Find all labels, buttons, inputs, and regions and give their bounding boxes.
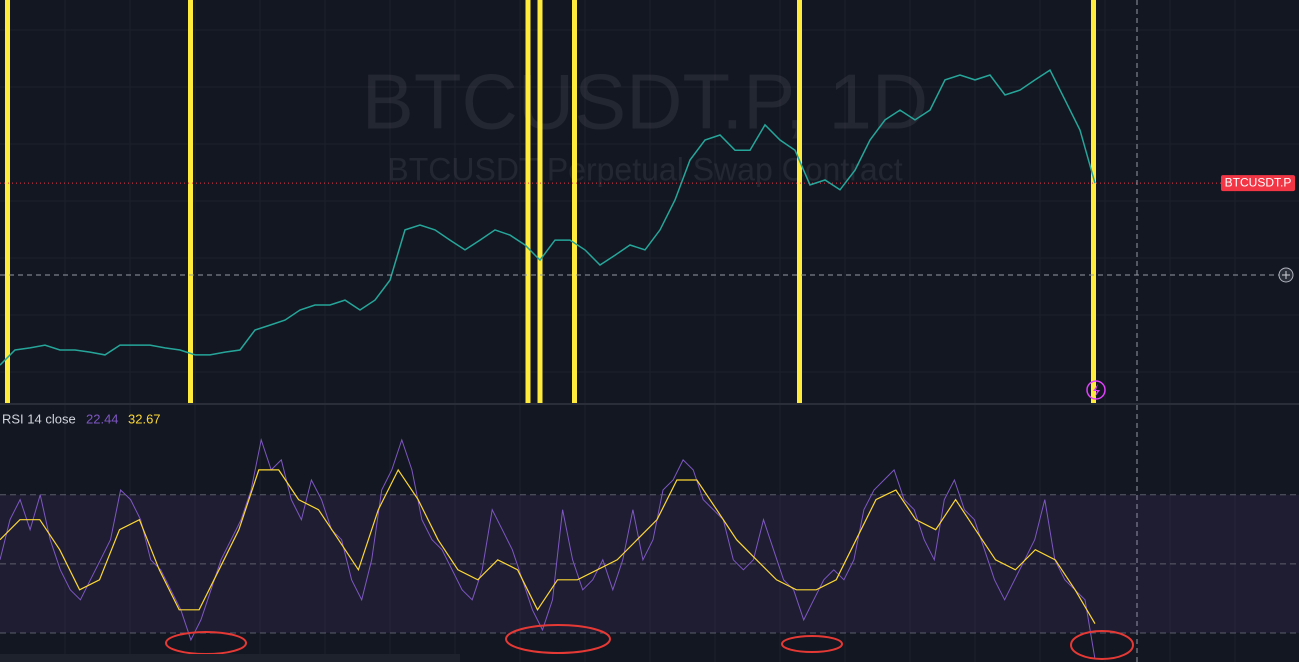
rsi-ma-value: 32.67 — [128, 411, 161, 426]
watermark-description: BTCUSDT Perpetual Swap Contract — [387, 151, 902, 187]
signal-band — [188, 0, 193, 403]
signal-band — [1091, 0, 1096, 403]
signal-band — [572, 0, 577, 403]
signal-band — [5, 0, 10, 403]
rsi-legend: RSI 14 close — [2, 411, 76, 426]
rsi-ma-line — [0, 468, 1096, 625]
alert-icon[interactable] — [1086, 380, 1106, 400]
annotation-circle — [781, 635, 843, 653]
rsi-value: 22.44 — [86, 411, 119, 426]
price-pane: BTCUSDT.P — [0, 0, 1295, 403]
signal-band — [797, 0, 802, 403]
price-label-box — [1221, 175, 1295, 192]
annotation-circle — [505, 624, 611, 654]
rsi-pane — [0, 437, 1299, 660]
price-line — [0, 69, 1096, 366]
add-icon — [1282, 271, 1290, 279]
price-label: BTCUSDT.P — [1225, 175, 1292, 189]
watermark-symbol: BTCUSDT.P, 1D — [362, 58, 928, 146]
alert-bolt — [1093, 384, 1100, 397]
signal-band — [525, 0, 531, 403]
signal-band — [537, 0, 543, 403]
bottom-panel — [0, 654, 460, 662]
annotation-circle — [1070, 630, 1134, 660]
rsi-line — [0, 437, 1096, 660]
